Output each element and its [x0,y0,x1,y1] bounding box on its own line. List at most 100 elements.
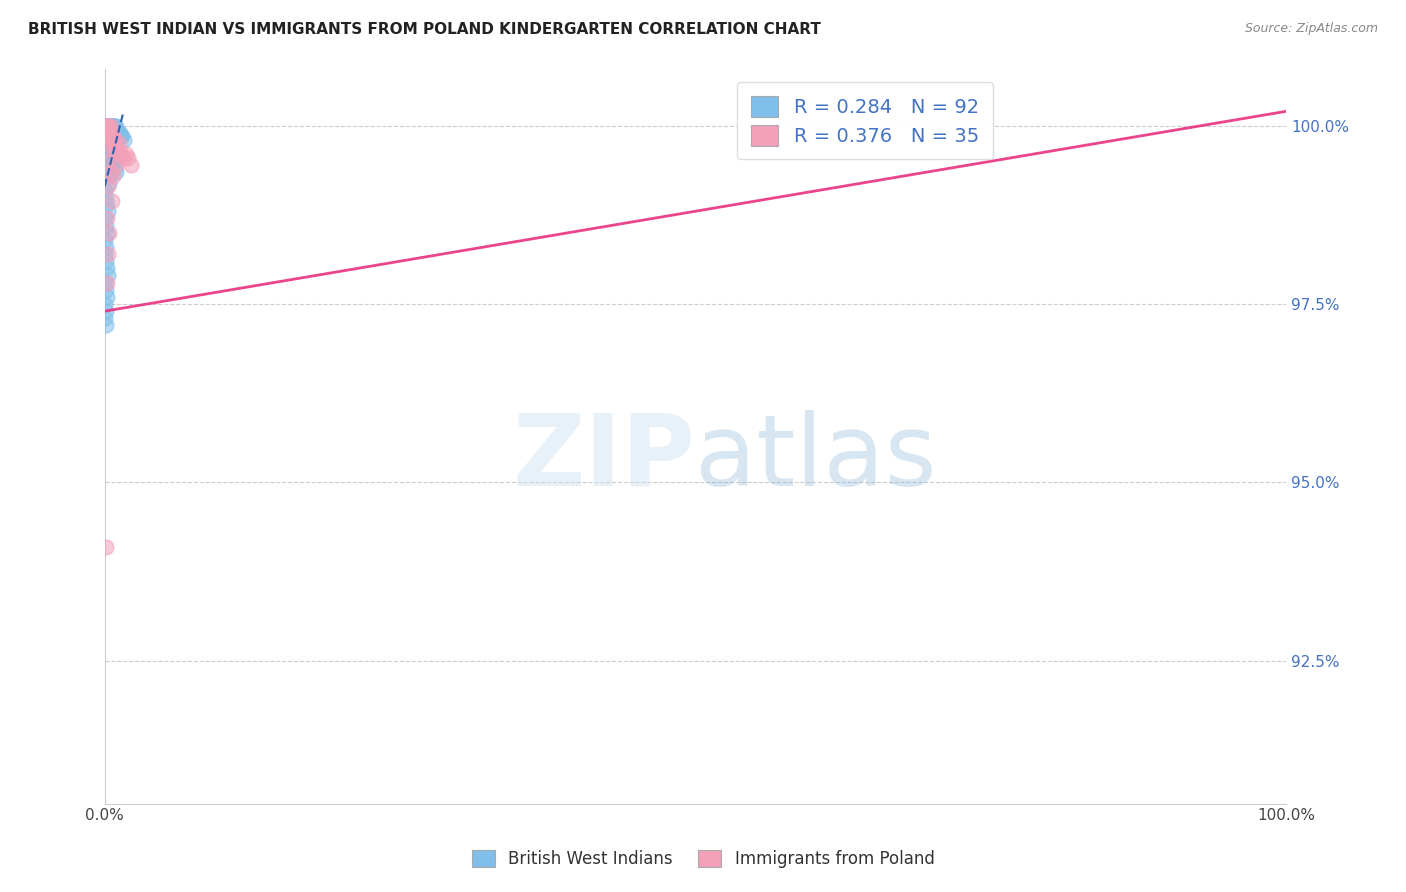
Point [105,158,128,172]
Point [100,144,122,158]
Legend: R = 0.284   N = 92, R = 0.376   N = 35: R = 0.284 N = 92, R = 0.376 N = 35 [738,82,993,160]
Text: BRITISH WEST INDIAN VS IMMIGRANTS FROM POLAND KINDERGARTEN CORRELATION CHART: BRITISH WEST INDIAN VS IMMIGRANTS FROM P… [28,22,821,37]
Point [117,151,139,165]
Point [100,140,122,154]
Point [100,119,122,133]
Point [94,126,117,140]
Point [94,154,117,169]
Point [94,119,117,133]
Point [104,119,127,133]
Point [94,233,117,247]
Point [98,119,121,133]
Point [94,119,117,133]
Point [97,136,120,151]
Point [94,283,117,297]
Text: Source: ZipAtlas.com: Source: ZipAtlas.com [1244,22,1378,36]
Point [97,119,120,133]
Point [100,119,122,133]
Point [97,136,120,151]
Point [108,126,131,140]
Point [96,276,118,290]
Point [97,247,120,261]
Point [100,122,122,136]
Point [101,126,124,140]
Point [94,219,117,233]
Point [94,304,117,318]
Point [104,136,127,151]
Point [96,226,118,240]
Point [97,140,120,154]
Point [96,211,118,226]
Text: atlas: atlas [696,409,936,507]
Point [96,290,118,304]
Point [107,126,129,140]
Point [103,133,125,147]
Point [108,144,131,158]
Point [96,129,118,144]
Point [97,268,120,283]
Point [103,154,125,169]
Point [94,254,117,268]
Point [98,133,121,147]
Point [98,140,121,154]
Point [96,119,118,133]
Point [108,126,131,140]
Point [100,126,122,140]
Point [96,261,118,276]
Point [94,190,117,204]
Point [98,226,121,240]
Point [94,136,117,151]
Point [96,161,118,176]
Point [104,129,127,144]
Point [100,119,122,133]
Point [104,126,127,140]
Point [97,119,120,133]
Point [101,119,124,133]
Point [96,119,118,133]
Point [98,147,121,161]
Point [112,151,135,165]
Point [94,133,117,147]
Point [108,129,131,144]
Point [103,119,125,133]
Point [98,126,121,140]
Point [94,119,117,133]
Point [101,151,124,165]
Point [94,540,117,554]
Point [97,119,120,133]
Point [97,204,120,219]
Point [100,151,122,165]
Point [101,119,124,133]
Point [105,126,128,140]
Legend: British West Indians, Immigrants from Poland: British West Indians, Immigrants from Po… [465,843,941,875]
Point [105,140,128,154]
Point [104,161,127,176]
Point [96,119,118,133]
Point [94,240,117,254]
Point [94,211,117,226]
Point [101,169,124,183]
Point [107,129,129,144]
Point [96,119,118,133]
Point [96,165,118,179]
Point [97,119,120,133]
Point [98,126,121,140]
Point [101,129,124,144]
Point [120,158,142,172]
Point [100,194,122,208]
Point [98,176,121,190]
Point [97,122,120,136]
Point [103,129,125,144]
Point [100,119,122,133]
Point [96,133,118,147]
Point [108,129,131,144]
Point [98,119,121,133]
Point [105,165,128,179]
Point [108,136,131,151]
Point [105,119,128,133]
Point [97,119,120,133]
Point [112,133,135,147]
Point [97,144,120,158]
Point [111,129,134,144]
Point [96,129,118,144]
